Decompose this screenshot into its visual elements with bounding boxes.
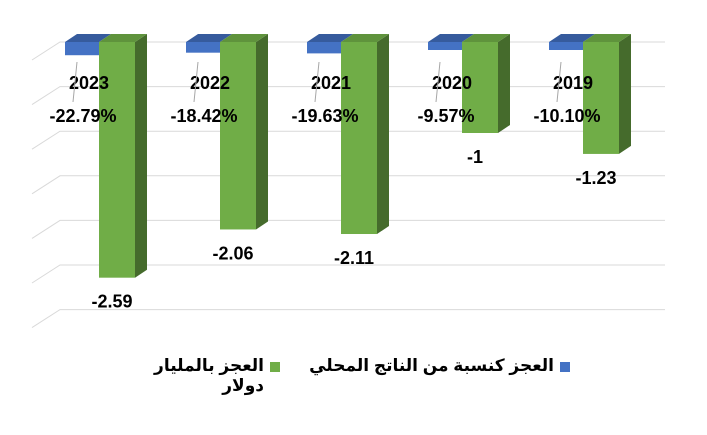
bar-percent-2022 [186,42,220,53]
bar-percent-top-2020 [428,34,474,42]
data-label-percent-2023: -22.79% [49,106,116,126]
legend-swatch-billions [270,362,280,372]
data-label-billions-2019: -1.23 [575,168,616,188]
bar-percent-top-2023 [65,34,111,42]
legend-label-billions: العجز بالمليار دولار [154,356,264,395]
gridline [31,264,665,284]
legend-item-percent: العجز كنسبة من الناتج المحلي [309,356,570,376]
bar-percent-top-2021 [307,34,353,42]
data-label-billions-2021: -2.11 [334,248,374,268]
category-label-2023: 2023 [69,73,109,93]
bar-billions-2022 [220,42,256,230]
data-label-percent-2019: -10.10% [533,106,600,126]
bar-billions-side-2020 [498,34,510,133]
leader-line-2021 [314,61,320,103]
category-label-2021: 2021 [311,73,351,93]
gridline [31,309,665,329]
bar-billions-side-2023 [135,34,147,278]
bar-percent-top-2019 [549,34,595,42]
bar-percent-2020 [428,42,462,50]
bar-billions-side-2022 [256,34,268,230]
chart-legend: العجز كنسبة من الناتج المحلي العجز بالمل… [150,356,570,416]
bar-billions-2023 [99,42,135,278]
bar-billions-2019 [583,42,619,154]
bar-billions-top-2020 [462,34,510,42]
data-label-billions-2022: -2.06 [212,243,253,263]
leader-line-2020 [435,61,441,103]
bar-billions-top-2023 [99,34,147,42]
category-label-2022: 2022 [190,73,230,93]
gridline [31,219,665,239]
bar-percent-2019 [549,42,583,50]
bar-percent-2021 [307,42,341,54]
data-label-billions-2020: -1 [467,147,483,167]
leader-line-2019 [556,61,562,103]
bar-billions-2021 [341,42,377,235]
legend-item-billions: العجز بالمليار دولار [150,356,280,396]
bar-billions-top-2021 [341,34,389,42]
bar-billions-side-2021 [377,34,389,235]
gridline [31,175,665,195]
bar-percent-2023 [65,42,99,56]
leader-line-2023 [72,61,78,103]
data-label-billions-2023: -2.59 [91,292,132,312]
category-label-2020: 2020 [432,73,472,93]
category-label-2019: 2019 [553,73,593,93]
bar-billions-side-2019 [619,34,631,154]
data-label-percent-2020: -9.57% [417,106,474,126]
bar-billions-top-2019 [583,34,631,42]
bar-billions-top-2022 [220,34,268,42]
legend-swatch-percent [560,362,570,372]
bar-billions-2020 [462,42,498,133]
legend-label-percent: العجز كنسبة من الناتج المحلي [309,356,554,375]
data-label-percent-2022: -18.42% [170,106,237,126]
data-label-percent-2021: -19.63% [291,106,358,126]
bar-percent-top-2022 [186,34,232,42]
leader-line-2022 [193,61,199,103]
